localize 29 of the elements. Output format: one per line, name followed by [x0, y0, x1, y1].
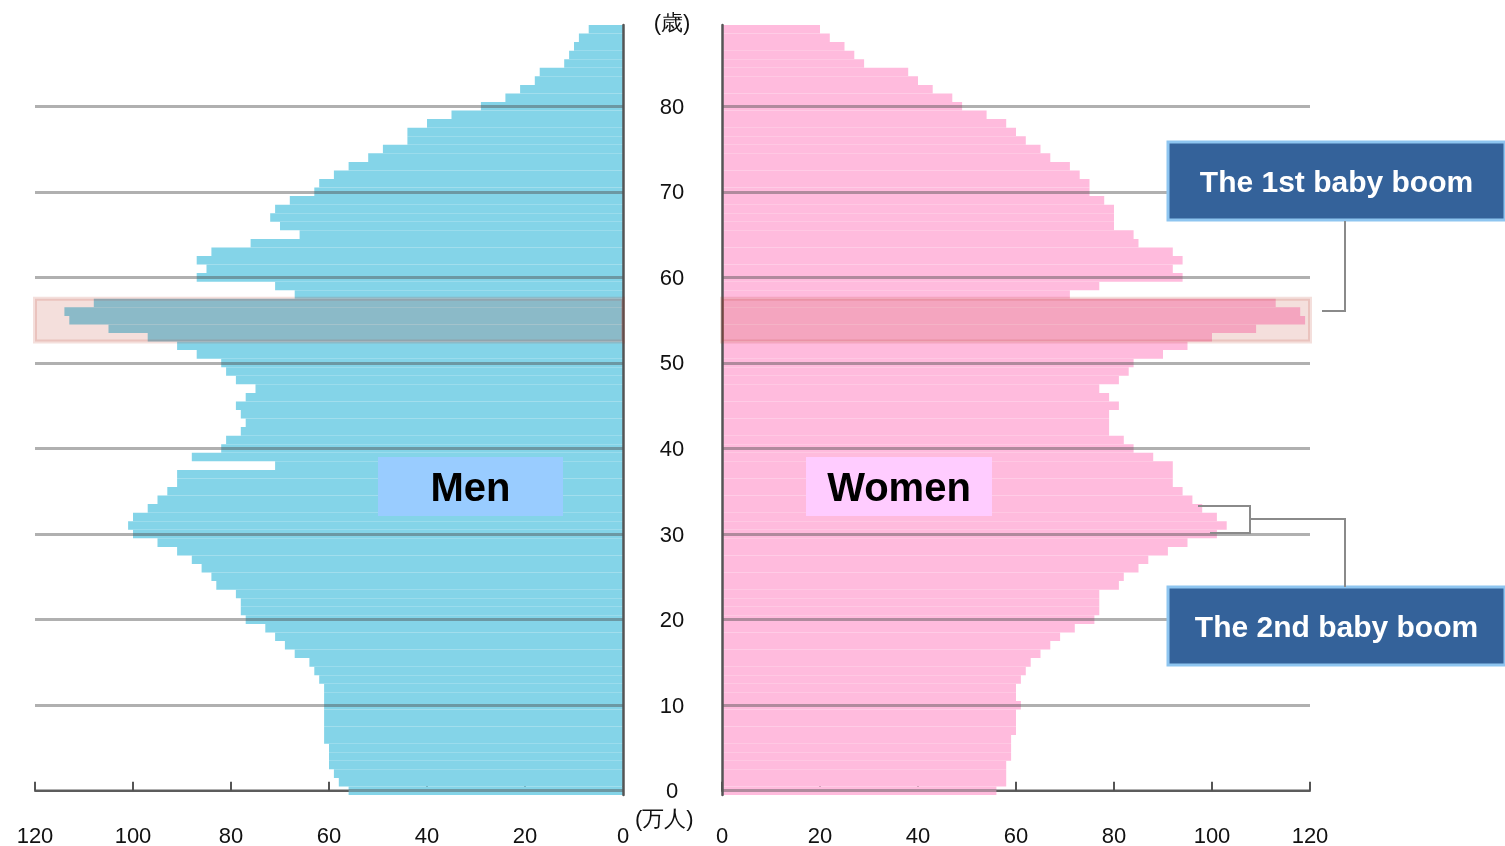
x-tick-label: 80	[218, 822, 244, 846]
y-tick-label: 20	[659, 607, 685, 633]
y-tick-label: 80	[659, 93, 685, 119]
x-tick-label: 100	[1193, 822, 1231, 846]
annotation: The 1st baby boom	[1199, 164, 1474, 198]
y-tick-label: 10	[659, 692, 685, 718]
x-tick-label: 80	[1101, 822, 1127, 846]
x-tick-label: 20	[807, 822, 833, 846]
x-tick-label: 120	[1291, 822, 1329, 846]
y-tick-label: 50	[659, 350, 685, 376]
x-tick-label: 40	[905, 822, 931, 846]
y-tick-label: 60	[659, 264, 685, 290]
y-axis-title: (歳)	[653, 9, 691, 35]
annotation: Women	[827, 464, 971, 509]
x-tick-label: 120	[16, 822, 54, 846]
annotation: The 2nd baby boom	[1194, 609, 1479, 643]
x-tick-label: 0	[715, 822, 729, 846]
y-tick-label: 0	[665, 778, 679, 804]
y-tick-label: 30	[659, 521, 685, 547]
x-tick-label: 100	[114, 822, 152, 846]
y-tick-label: 70	[659, 179, 685, 205]
x-tick-label: 60	[316, 822, 342, 846]
x-tick-label: 40	[414, 822, 440, 846]
x-tick-label: 60	[1003, 822, 1029, 846]
x-tick-label: 20	[512, 822, 538, 846]
x-tick-label: 0	[616, 822, 630, 846]
x-axis-title: (万人)	[635, 806, 694, 832]
annotation: Men	[430, 464, 511, 509]
y-tick-label: 40	[659, 436, 685, 461]
